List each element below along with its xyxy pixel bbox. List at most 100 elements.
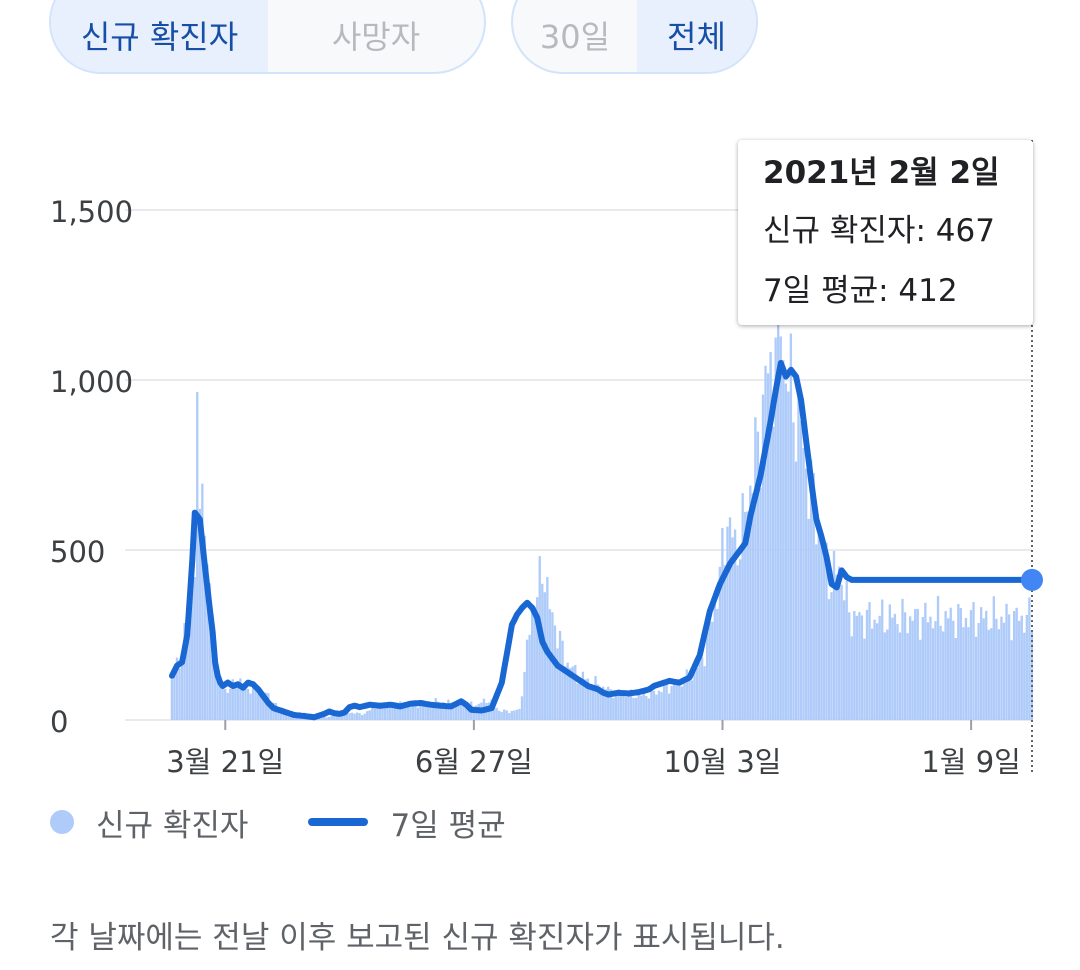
- data-bar: [855, 615, 859, 720]
- data-bar: [721, 528, 724, 720]
- data-bar: [893, 613, 897, 720]
- data-bar: [789, 333, 793, 720]
- legend-line-label: 7일 평균: [390, 807, 506, 844]
- data-bar: [655, 694, 658, 720]
- data-bar: [536, 597, 539, 720]
- data-bar: [832, 551, 836, 720]
- data-bar: [1018, 620, 1021, 720]
- data-bar: [569, 668, 572, 720]
- data-bar: [530, 610, 534, 720]
- data-bar: [363, 713, 366, 720]
- data-bar: [426, 701, 430, 720]
- data-bar: [609, 689, 612, 720]
- data-bar: [875, 623, 879, 720]
- data-bar: [386, 704, 389, 720]
- data-bar: [378, 702, 382, 720]
- data-bar: [259, 691, 262, 720]
- data-bar: [320, 717, 323, 720]
- data-bar: [383, 706, 387, 720]
- data-bar: [208, 583, 212, 720]
- data-bar: [404, 705, 407, 720]
- data-bar: [667, 693, 671, 720]
- data-bar: [746, 511, 749, 720]
- data-bar: [196, 392, 199, 720]
- y-tick-label: 500: [50, 535, 105, 569]
- data-bar: [178, 668, 181, 720]
- data-bar: [492, 704, 496, 720]
- data-bar: [924, 602, 927, 720]
- data-bar: [366, 711, 369, 720]
- data-bar: [908, 616, 912, 720]
- data-bar: [774, 337, 777, 720]
- data-bar: [650, 688, 653, 720]
- tab-new-cases[interactable]: 신규 확진자: [51, 0, 268, 72]
- data-bar: [236, 686, 240, 720]
- data-bar: [827, 599, 831, 720]
- data-bar: [279, 709, 283, 720]
- data-bar: [754, 417, 757, 720]
- data-bar: [561, 640, 564, 720]
- data-bar: [873, 619, 876, 720]
- data-bar: [508, 713, 511, 720]
- legend-bars-swatch: [50, 810, 74, 834]
- data-bar: [175, 657, 179, 720]
- data-bar: [931, 628, 935, 720]
- data-bar: [604, 689, 607, 720]
- tab-deaths[interactable]: 사망자: [331, 18, 421, 56]
- data-bar: [340, 713, 344, 720]
- y-tick-label: 1,000: [50, 365, 133, 399]
- data-bar: [262, 693, 265, 720]
- data-bar: [1010, 640, 1013, 720]
- data-bar: [820, 534, 823, 720]
- data-bar: [224, 688, 227, 720]
- data-bar: [1020, 615, 1023, 720]
- data-bar: [424, 703, 427, 720]
- data-bar: [206, 564, 209, 720]
- data-bar: [523, 671, 526, 720]
- data-bar: [272, 702, 275, 720]
- data-bar: [251, 683, 255, 720]
- data-bar: [452, 706, 455, 720]
- data-bar: [193, 577, 196, 720]
- chart-footnote: 각 날짜에는 전날 이후 보고된 신규 확진자가 표시됩니다.: [50, 920, 785, 956]
- data-bar: [396, 706, 399, 720]
- data-bar: [254, 686, 257, 720]
- data-bar: [584, 679, 587, 720]
- data-bar: [708, 621, 711, 720]
- data-bar: [952, 620, 955, 720]
- data-bar: [916, 608, 919, 720]
- data-bar: [680, 686, 683, 720]
- data-bar: [886, 629, 889, 720]
- data-bar: [454, 702, 458, 720]
- data-bar: [333, 715, 336, 720]
- data-bar: [241, 683, 245, 720]
- data-bar: [843, 600, 846, 720]
- highlight-point: [1021, 568, 1043, 591]
- data-bar: [345, 711, 349, 720]
- data-bar: [170, 679, 174, 720]
- data-bar: [325, 717, 328, 720]
- data-bar: [472, 706, 475, 720]
- data-bar: [979, 607, 983, 720]
- cases-chart[interactable]: 0 500 1,000 1,500 3월 21일 6월 27일 10월 3일 1월 9일: [0, 0, 1080, 790]
- data-bar: [599, 691, 602, 720]
- data-bar: [964, 618, 968, 720]
- data-bar: [234, 687, 237, 720]
- data-bar: [728, 517, 732, 720]
- data-bar: [848, 612, 851, 720]
- data-bar: [683, 682, 686, 720]
- data-bar: [629, 689, 633, 720]
- data-bar: [911, 620, 914, 720]
- data-bar: [556, 648, 559, 720]
- data-bar: [328, 716, 331, 720]
- tab-all[interactable]: 전체: [637, 0, 756, 72]
- data-bar: [731, 537, 734, 720]
- tab-30-days[interactable]: 30일: [539, 18, 611, 56]
- average-line: [169, 360, 1035, 721]
- data-bar: [845, 581, 848, 720]
- data-bar: [269, 703, 273, 720]
- data-bar: [959, 608, 963, 720]
- data-bar: [434, 698, 437, 720]
- data-bar: [518, 708, 521, 720]
- data-bar: [992, 596, 996, 720]
